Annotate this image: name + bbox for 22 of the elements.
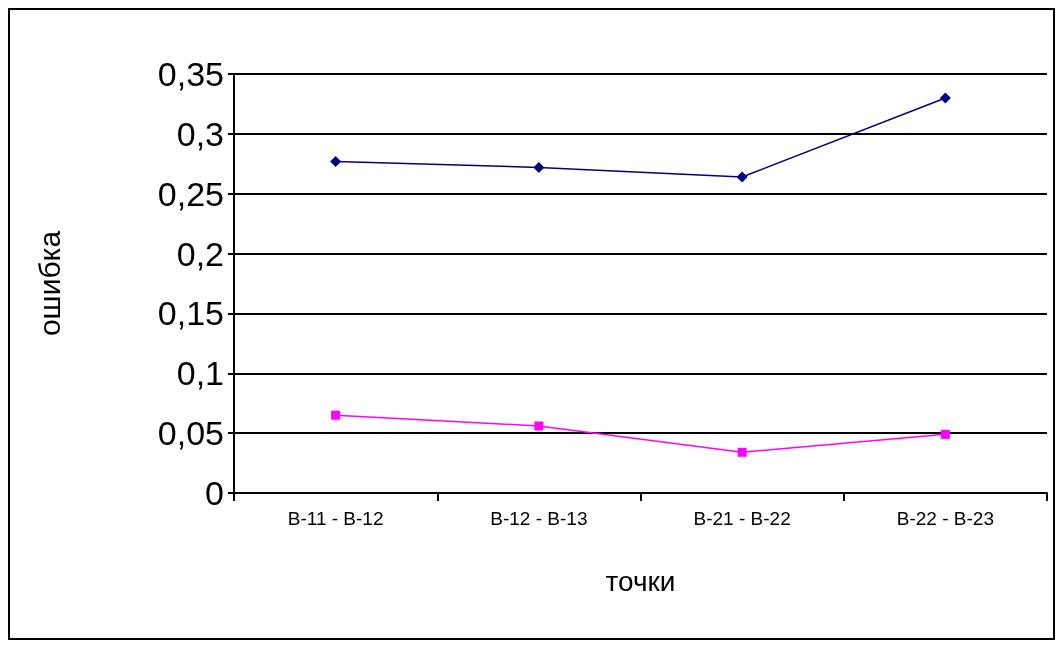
point — [330, 155, 342, 167]
x-tick-label: B-22 - B-23 — [896, 508, 994, 529]
point — [534, 421, 544, 431]
x-tick-label: B-12 - B-13 — [490, 508, 588, 529]
y-tick-label: 0 — [205, 474, 224, 512]
y-axis-title: ошибка — [32, 230, 66, 337]
point — [939, 92, 951, 104]
y-tick-label: 0,1 — [176, 354, 224, 393]
y-tick-label: 0,2 — [176, 234, 224, 273]
x-axis-title: точки — [605, 565, 676, 597]
point — [533, 161, 545, 173]
point — [736, 171, 748, 183]
y-tick-label: 0,35 — [157, 55, 224, 93]
point — [737, 447, 747, 457]
x-tick-label: B-21 - B-22 — [693, 508, 791, 529]
y-tick-label: 0,05 — [157, 414, 224, 453]
point — [940, 429, 950, 439]
x-tick-label: B-11 - B-12 — [287, 508, 384, 529]
y-tick-label: 0,3 — [176, 114, 224, 153]
y-tick-label: 0,25 — [157, 174, 224, 213]
point — [331, 410, 341, 420]
y-tick-label: 0,15 — [157, 294, 224, 333]
